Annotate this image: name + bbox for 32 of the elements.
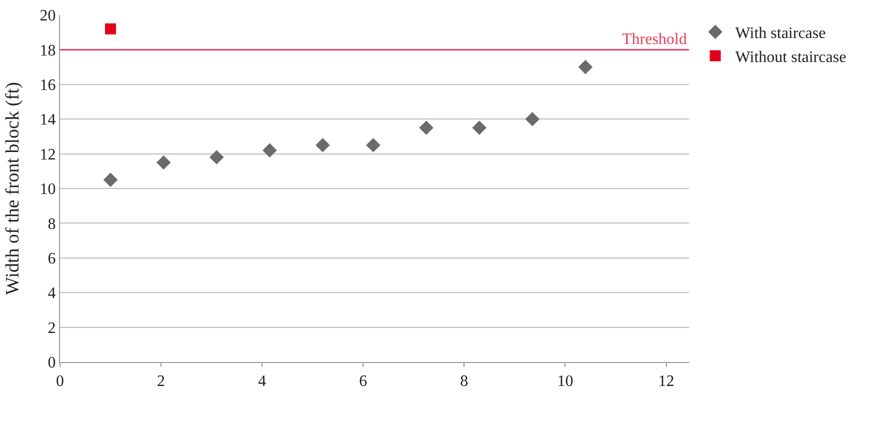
y-tick-label: 12 xyxy=(40,146,56,164)
point xyxy=(366,138,380,152)
point xyxy=(156,155,171,170)
point xyxy=(578,60,593,74)
y-tick-label: 0 xyxy=(48,354,56,372)
point xyxy=(525,112,540,126)
point xyxy=(103,172,118,187)
y-tick-label: 18 xyxy=(40,42,56,60)
y-tick-label: 14 xyxy=(40,112,56,129)
y-tick-label: 6 xyxy=(48,250,56,268)
y-tick-label: 8 xyxy=(48,216,56,233)
x-tick-label: 8 xyxy=(460,373,468,390)
point xyxy=(316,138,330,152)
point xyxy=(472,120,486,135)
ref-line-label: Threshold xyxy=(622,31,687,48)
point xyxy=(209,150,224,164)
x-tick-label: 12 xyxy=(658,373,674,390)
x-tick-label: 2 xyxy=(157,373,166,390)
y-tick-label: 10 xyxy=(40,181,56,198)
y-tick-label: 16 xyxy=(40,77,56,94)
x-tick-label: 6 xyxy=(359,373,368,390)
legend-label: With staircase xyxy=(735,25,826,42)
point xyxy=(262,143,277,158)
y-tick-label: 2 xyxy=(48,320,56,337)
point xyxy=(105,23,116,34)
y-axis-title: Width of the front block (ft) xyxy=(2,82,24,295)
x-tick-label: 4 xyxy=(258,373,266,390)
y-tick-label: 4 xyxy=(48,285,56,302)
point xyxy=(419,120,434,135)
y-tick-label: 20 xyxy=(40,8,56,25)
legend-label: Without staircase xyxy=(735,48,846,66)
x-tick-label: 10 xyxy=(557,373,574,390)
